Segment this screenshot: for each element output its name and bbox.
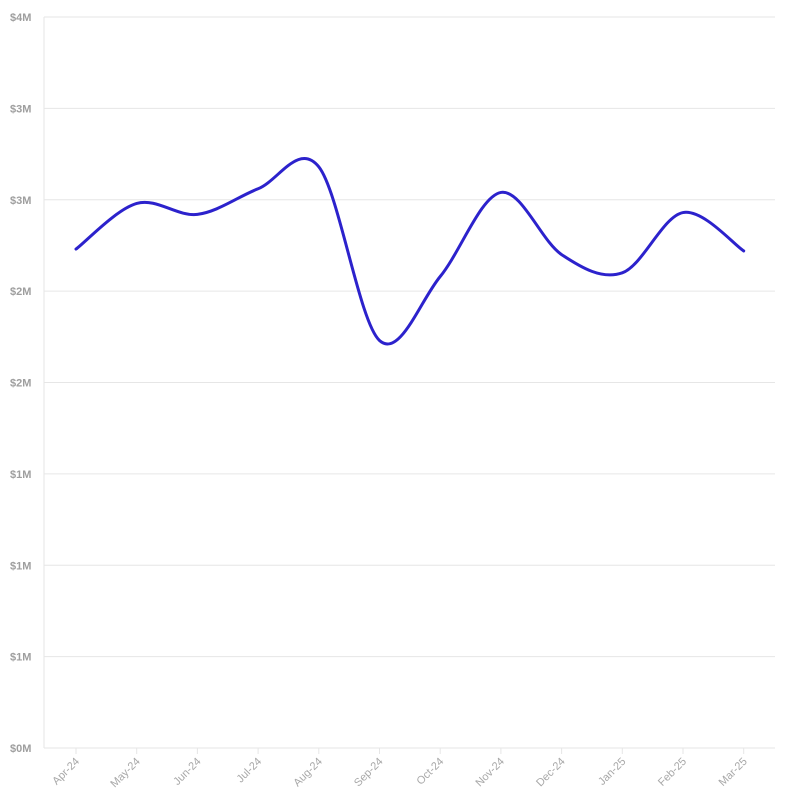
- x-tick-label: Nov-24: [473, 756, 507, 790]
- y-tick-label: $3M: [10, 195, 31, 207]
- axes: [43, 17, 745, 754]
- y-tick-label: $1M: [10, 560, 31, 572]
- x-tick-label: Aug-24: [291, 756, 325, 790]
- x-tick-label: Mar-25: [717, 756, 750, 789]
- y-tick-label: $2M: [10, 286, 31, 298]
- x-tick-label: Jan-25: [596, 756, 628, 788]
- x-tick-label: Apr-24: [50, 756, 82, 788]
- y-tick-label: $1M: [10, 652, 31, 664]
- y-tick-label: $1M: [10, 469, 31, 481]
- tick-labels: $0M $1M $1M $1M $2M $2M $3M $3M $4M Apr-24 May-24 J…: [10, 12, 750, 790]
- series-line: [74, 157, 746, 346]
- series: [74, 157, 746, 346]
- y-tick-label: $4M: [10, 12, 31, 24]
- grid: [44, 16, 775, 749]
- x-tick-label: Jul-24: [235, 756, 265, 786]
- x-tick-label: Sep-24: [352, 756, 386, 790]
- x-tick-label: Jun-24: [171, 756, 203, 788]
- x-tick-label: May-24: [108, 756, 142, 790]
- y-tick-label: $0M: [10, 743, 31, 755]
- y-tick-label: $2M: [10, 378, 31, 390]
- y-tick-label: $3M: [10, 103, 31, 115]
- x-tick-label: Feb-25: [656, 756, 689, 789]
- x-tick-label: Dec-24: [534, 756, 568, 790]
- x-tick-label: Oct-24: [414, 756, 446, 788]
